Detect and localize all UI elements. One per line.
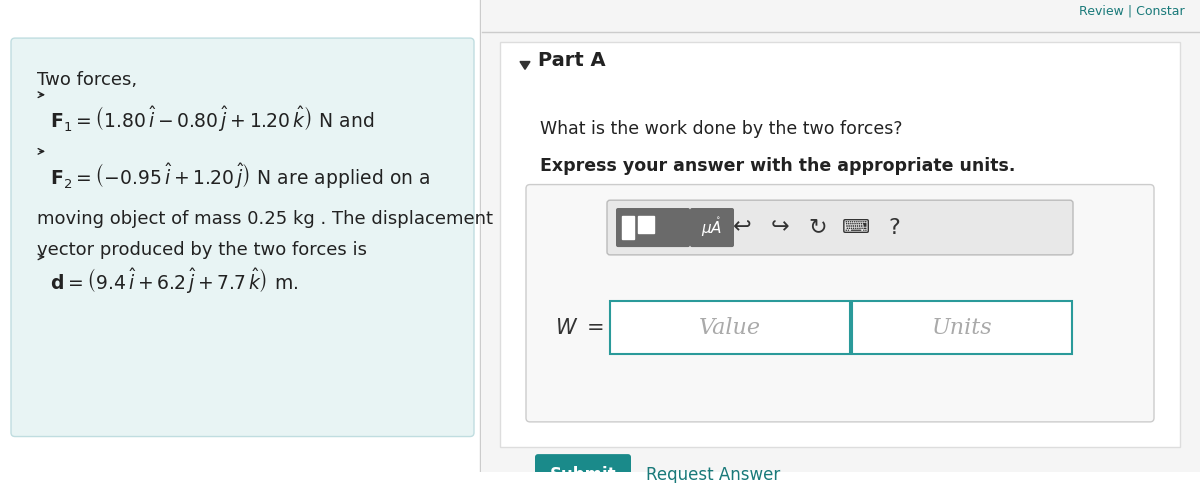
Polygon shape xyxy=(520,61,530,70)
Text: $W\ =$: $W\ =$ xyxy=(554,318,604,338)
FancyBboxPatch shape xyxy=(610,301,850,355)
FancyBboxPatch shape xyxy=(11,38,474,437)
FancyBboxPatch shape xyxy=(500,42,1180,447)
Text: Two forces,: Two forces, xyxy=(37,71,137,89)
Text: ↪: ↪ xyxy=(770,217,790,238)
Text: ↩: ↩ xyxy=(733,217,751,238)
FancyBboxPatch shape xyxy=(526,185,1154,422)
Text: What is the work done by the two forces?: What is the work done by the two forces? xyxy=(540,120,902,138)
Text: $\mathbf{d} = \left(9.4\,\hat{i} + 6.2\,\hat{j} + 7.7\,\hat{k}\right)\ \mathrm{m: $\mathbf{d} = \left(9.4\,\hat{i} + 6.2\,… xyxy=(50,267,298,297)
Text: Part A: Part A xyxy=(538,51,606,70)
Text: moving object of mass 0.25 kg . The displacement: moving object of mass 0.25 kg . The disp… xyxy=(37,210,493,228)
Bar xyxy=(638,216,654,233)
Bar xyxy=(622,216,634,239)
FancyBboxPatch shape xyxy=(690,208,734,247)
Text: $\mathbf{F}_{1} = \left(1.80\,\hat{i} - 0.80\,\hat{j} + 1.20\,\hat{k}\right)\ \m: $\mathbf{F}_{1} = \left(1.80\,\hat{i} - … xyxy=(50,104,374,134)
FancyBboxPatch shape xyxy=(616,208,690,247)
Text: ⌨: ⌨ xyxy=(842,218,870,237)
Text: Express your answer with the appropriate units.: Express your answer with the appropriate… xyxy=(540,157,1015,175)
Text: ↻: ↻ xyxy=(809,217,827,238)
Text: Submit: Submit xyxy=(550,466,617,483)
Text: vector produced by the two forces is: vector produced by the two forces is xyxy=(37,241,367,259)
Text: Review | Constar: Review | Constar xyxy=(1079,5,1186,18)
FancyBboxPatch shape xyxy=(482,0,1200,472)
Text: Request Answer: Request Answer xyxy=(646,466,780,483)
Text: $\mu\mathring{A}$: $\mu\mathring{A}$ xyxy=(701,216,722,239)
Text: ?: ? xyxy=(888,217,900,238)
Text: $\mathbf{F}_{2} = \left(-0.95\,\hat{i} + 1.20\,\hat{j}\right)\ \mathrm{N}\ \math: $\mathbf{F}_{2} = \left(-0.95\,\hat{i} +… xyxy=(50,161,431,191)
Text: Units: Units xyxy=(931,317,992,339)
FancyBboxPatch shape xyxy=(852,301,1072,355)
FancyBboxPatch shape xyxy=(535,454,631,483)
FancyBboxPatch shape xyxy=(607,200,1073,255)
Text: Value: Value xyxy=(698,317,761,339)
